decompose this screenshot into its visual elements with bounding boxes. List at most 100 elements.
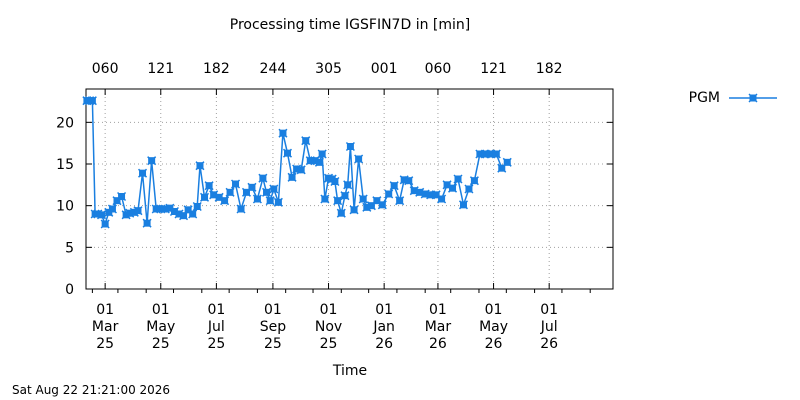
marker-cross-b [252, 194, 262, 204]
x-tick-label: 25 [320, 336, 338, 352]
grid-lines [86, 89, 613, 289]
x-tick-label: Jul [207, 319, 225, 335]
y-tick-label: 15 [56, 157, 74, 173]
x-tick-label: May [479, 319, 508, 335]
marker-cross-b [258, 173, 268, 183]
data-point [437, 194, 447, 204]
data-point [236, 204, 246, 214]
data-point [147, 156, 157, 166]
x-top-tick-label: 121 [147, 61, 174, 77]
x-tick-label: 26 [375, 336, 393, 352]
marker-cross-b [96, 210, 107, 220]
marker-cross-b [269, 184, 279, 194]
legend: PGM [689, 90, 777, 106]
marker-cross-b [273, 197, 283, 207]
x-tick-label: 01 [152, 302, 170, 318]
data-point [458, 200, 469, 210]
x-tick-label: 01 [375, 302, 393, 318]
data-point [447, 183, 458, 193]
x-tick-label: 01 [264, 302, 282, 318]
x-tick-label: 26 [485, 336, 503, 352]
data-point [137, 168, 148, 178]
marker-cross-b [442, 180, 452, 190]
data-point [502, 157, 512, 167]
x-tick-label: 01 [429, 302, 447, 318]
marker-cross-b [336, 208, 346, 218]
x-tick-label: Nov [315, 319, 342, 335]
data-point [464, 184, 474, 194]
marker-cross-b [142, 218, 152, 228]
x-tick-label: 01 [207, 302, 225, 318]
x-tick-label: 26 [429, 336, 447, 352]
marker-cross-b [278, 128, 288, 138]
marker-cross-b [349, 205, 359, 215]
marker-cross-b [354, 154, 364, 164]
marker-cross-b [100, 219, 110, 229]
marker-cross-b [225, 187, 235, 197]
data-point [204, 181, 214, 191]
marker-cross-b [415, 187, 425, 197]
data-point [230, 179, 241, 189]
data-point [296, 165, 306, 175]
y-tick-label: 10 [56, 199, 74, 215]
data-point [395, 196, 405, 206]
data-point [87, 96, 97, 106]
chart-title: Processing time IGSFIN7D in [min] [230, 17, 470, 33]
x-top-tick-label: 060 [92, 61, 119, 77]
marker-cross-b [195, 161, 205, 171]
marker-cross-b [437, 194, 447, 204]
x-tick-label: 01 [485, 302, 503, 318]
marker-cross-b [137, 168, 148, 178]
data-point [220, 196, 230, 206]
data-point [273, 197, 283, 207]
data-point [142, 218, 152, 228]
marker-cross-b [165, 203, 175, 213]
marker-cross-b [310, 156, 320, 166]
x-tick-label: Mar [92, 319, 119, 335]
marker-cross-b [209, 190, 219, 200]
x-tick-label: 01 [320, 302, 338, 318]
data-point [404, 176, 414, 186]
marker-cross-b [333, 196, 343, 206]
y-tick-label: 0 [65, 282, 74, 298]
data-point [453, 174, 463, 184]
data-point [358, 194, 368, 204]
marker-cross-b [372, 196, 382, 206]
data-point [107, 204, 117, 214]
data-point [133, 206, 143, 216]
data-point [195, 161, 205, 171]
x-top-tick-label: 182 [536, 61, 563, 77]
series-pgm [82, 96, 512, 229]
data-point [287, 172, 297, 182]
marker-cross-b [384, 189, 394, 199]
x-tick-label: Jul [540, 319, 558, 335]
marker-cross-b [320, 194, 330, 204]
legend-label-pgm: PGM [689, 90, 720, 106]
footer-timestamp: Sat Aug 22 21:21:00 2026 [12, 383, 170, 397]
marker-cross-b [345, 141, 355, 152]
x-top-tick-label: 244 [260, 61, 287, 77]
data-point [252, 194, 262, 204]
data-point [469, 176, 479, 186]
marker-cross-b [204, 181, 214, 191]
marker-cross-b [183, 205, 193, 215]
marker-cross-b [301, 136, 311, 146]
data-point [258, 173, 268, 183]
marker-cross-b [287, 172, 297, 182]
marker-cross-b [296, 165, 306, 175]
data-point [340, 191, 350, 201]
data-point [117, 191, 127, 202]
marker-cross-b [133, 206, 143, 216]
marker-cross-b [230, 179, 241, 189]
marker-cross-b [147, 156, 157, 166]
marker-cross-b [491, 149, 501, 159]
marker-cross-b [220, 196, 230, 206]
marker-cross-b [192, 201, 202, 212]
marker-cross-b [389, 181, 399, 191]
x-tick-label: 26 [540, 336, 558, 352]
y-tick-label: 5 [65, 240, 74, 256]
marker-cross-b [247, 182, 257, 192]
x-tick-label: 25 [264, 336, 282, 352]
data-point [317, 149, 327, 159]
